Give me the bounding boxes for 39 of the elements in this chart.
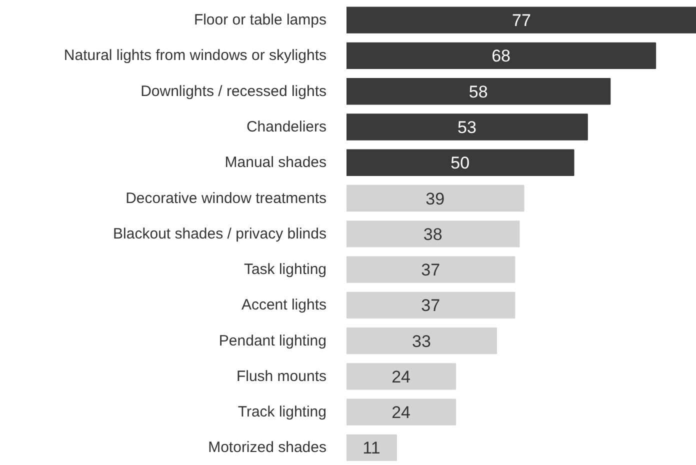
- bar: [346, 78, 611, 105]
- y-tick-label: Task lighting: [244, 261, 327, 278]
- data-label: 33: [412, 332, 431, 351]
- bar: [346, 292, 516, 318]
- y-tick-label: Motorized shades: [208, 439, 327, 456]
- y-tick-label: Decorative window treatments: [126, 190, 327, 207]
- y-tick-label: Accent lights: [241, 296, 327, 314]
- bar: [346, 6, 696, 34]
- y-tick-label: Flush mounts: [236, 368, 327, 385]
- y-tick-label: Manual shades: [224, 154, 326, 172]
- bar: [346, 149, 574, 176]
- data-label: 50: [450, 154, 470, 173]
- data-label: 37: [421, 260, 440, 280]
- data-label: 58: [468, 82, 488, 102]
- data-label: 68: [492, 46, 511, 66]
- bar: [346, 398, 456, 426]
- bar: [346, 220, 520, 248]
- data-label: 24: [392, 367, 411, 386]
- data-label: 24: [392, 403, 411, 422]
- data-label: 39: [426, 189, 445, 208]
- bar: [346, 114, 588, 140]
- data-label: 77: [512, 11, 531, 30]
- bar: [346, 256, 516, 283]
- bar: [346, 327, 497, 354]
- y-tick-label: Floor or table lamps: [194, 12, 327, 29]
- bar: [346, 363, 456, 390]
- bar: [346, 434, 397, 462]
- data-label: 38: [423, 224, 442, 244]
- y-tick-label: Track lighting: [238, 404, 327, 421]
- y-tick-label: Natural lights from windows or skylights: [64, 47, 327, 64]
- y-tick-label: Chandeliers: [246, 118, 326, 136]
- data-label: 53: [458, 118, 476, 137]
- y-tick-label: Blackout shades / privacy blinds: [113, 225, 327, 242]
- bar: [346, 184, 524, 212]
- bar: [346, 42, 656, 70]
- y-tick-label: Downlights / recessed lights: [140, 82, 327, 100]
- data-label: 37: [421, 296, 440, 316]
- data-label: 11: [362, 438, 380, 458]
- y-tick-label: Pendant lighting: [218, 332, 327, 350]
